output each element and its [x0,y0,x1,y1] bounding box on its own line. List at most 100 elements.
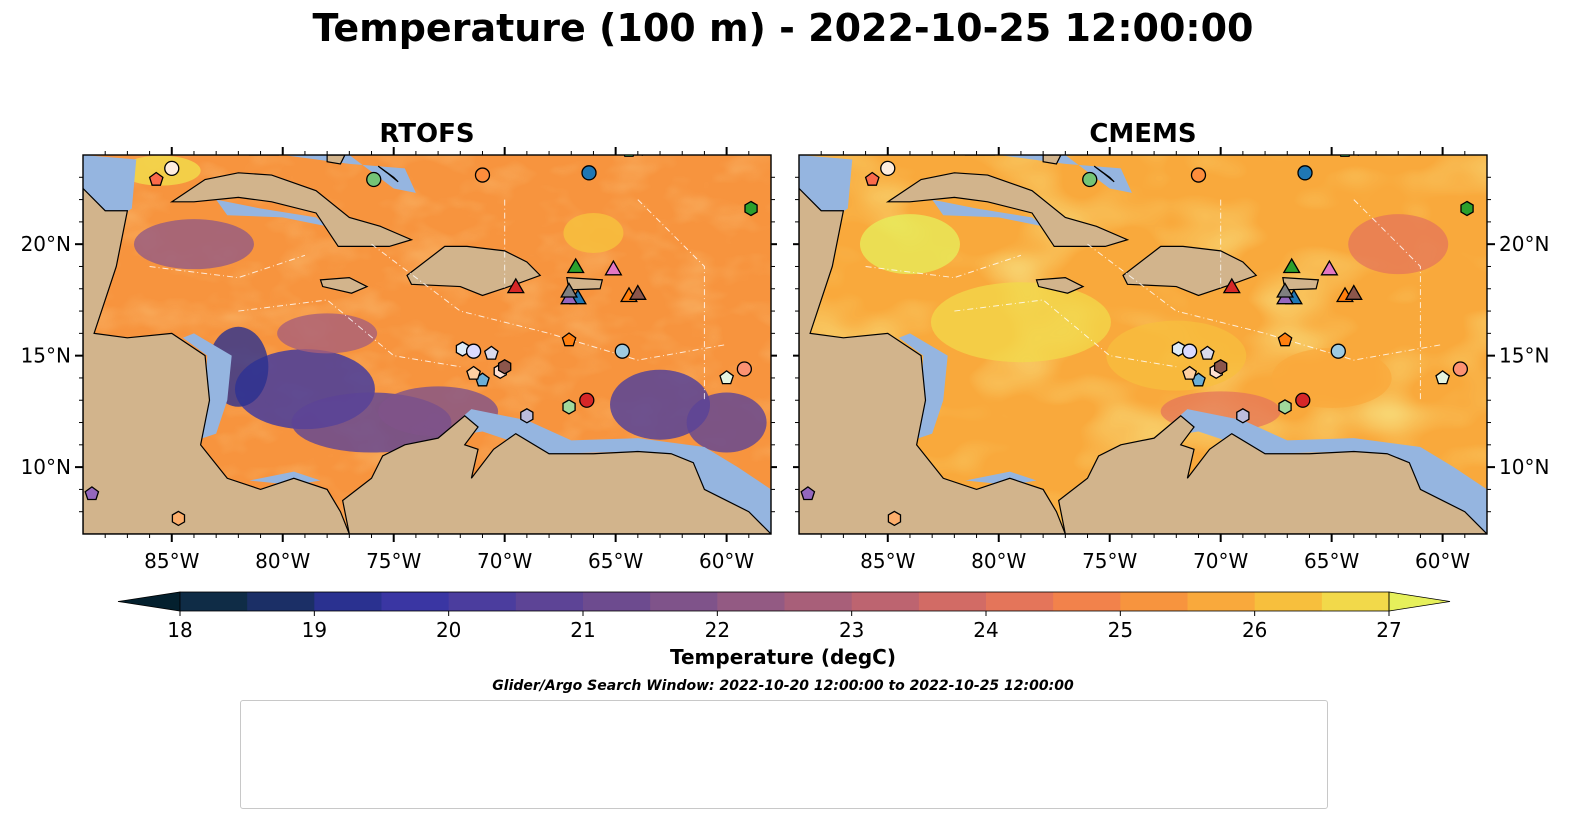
eez-boundary [637,199,705,401]
map-marker-5906339 [1452,361,1469,377]
warm-patch [930,282,1111,363]
lat-tick-label: 20°N [1499,232,1549,256]
legend-box [240,700,1328,809]
colorbar-tick-label: 18 [167,618,192,642]
land-mass [1042,155,1062,165]
colorbar: 18 19 20 21 22 23 24 25 26 27 [117,591,1451,642]
cold-eddy [277,313,378,354]
map-marker-6903137 [1213,359,1228,375]
colorbar-tick-label: 24 [973,618,998,642]
map-marker-SG665-20220623T1144 [1282,257,1301,274]
cold-eddy [686,392,767,453]
land-mass [169,172,414,248]
map-marker-4903629 [148,171,164,186]
map-marker-4902476 [171,510,186,527]
map-marker-5906478 [800,486,816,501]
colorbar-segment [583,592,651,611]
land-mass [248,155,280,156]
map-marker-3901861 [614,343,630,359]
map-marker-SG665-20220623T1144 [566,257,585,274]
map-panel-cmems: 85°W 80°W 75°W 70°W 65°W 60°W 20°N 15°N 10°N [793,137,1549,573]
eez-boundary [238,299,461,368]
map-marker-4903244 [744,200,758,217]
map-marker-4903227 [466,365,482,380]
colorbar-segment [448,592,517,611]
warm-patch [1106,320,1247,391]
map-marker-ng357-20220803T0000 [604,259,623,276]
colorbar-segment [247,592,315,611]
colorbar-segment [1321,592,1390,611]
eez-boundary [1087,243,1443,361]
map-marker-4903277 [1339,155,1351,157]
map-marker-1902314 [581,165,597,181]
legend-title: Glider/Argo Search Window: 2022-10-20 12… [492,678,1074,694]
map-marker-ng347-20220727T0000 [628,284,647,300]
land-mass [885,172,1130,248]
lat-tick-label: 20°N [21,232,71,256]
colorbar-tick-label: 23 [839,618,864,642]
warm-patch [1348,214,1449,275]
land-mass [377,165,399,183]
map-marker-4902113 [1190,167,1207,183]
map-marker-1902314 [1297,165,1313,181]
map-marker-4903333 [366,171,382,188]
land-mass [964,155,996,156]
map-marker-4903227 [1182,365,1198,380]
map-marker-4903237 [164,160,180,177]
map-marker-4903349 [1295,392,1311,408]
map-marker-4903244 [1460,200,1474,217]
colorbar-tick-label: 20 [436,618,461,642]
map-panel-rtofs: 85°W 80°W 75°W 70°W 65°W 60°W 20°N 15°N 10°N [21,139,777,573]
colorbar-segment [717,592,785,611]
map-marker-4903347 [1435,370,1451,385]
colorbar-extend-max [1388,591,1451,612]
colorbar-extend-min [117,591,181,612]
map-marker-5906478 [84,486,100,501]
map-marker-1902324 [1339,139,1351,153]
colorbar-segment [918,592,987,611]
lat-tick-label: 10°N [21,455,71,479]
colorbar-segment [1187,592,1256,611]
lat-tick-label: 15°N [21,344,71,368]
lon-tick-label: 60°W [1415,549,1470,573]
eez-boundary [865,254,1022,279]
eez-boundary [149,254,306,279]
colorbar-tick-label: 26 [1242,618,1267,642]
colorbar-tick-label: 27 [1376,618,1401,642]
map-marker-5906339 [736,361,753,377]
map-marker-5906480 [1269,137,1283,151]
cold-eddy [610,369,711,440]
lon-tick-label: 75°W [366,549,421,573]
land-mass [1122,245,1258,297]
colorbar-tick-label: 19 [302,618,327,642]
colorbar-segment [784,592,853,611]
map-marker-SG667-20220629T1254 [506,277,525,294]
map-marker-SG667-20220629T1254 [1222,277,1241,294]
map-marker-1902324 [623,139,635,153]
colorbar-segment [314,592,382,611]
colorbar-segment [381,592,450,611]
map-marker-4903237 [880,160,896,177]
eez-boundary [954,299,1177,368]
map-marker-4903629 [864,171,880,186]
shelf-area [932,199,1044,227]
lon-tick-label: 75°W [1082,549,1137,573]
colorbar-segment [1254,592,1323,611]
map-marker-4903333 [1082,171,1098,188]
map-frame [798,154,1488,535]
map-marker-6903134 [1236,408,1250,424]
map-marker-3902457 [1277,332,1293,347]
map-marker-ng347-20220727T0000 [1344,284,1363,300]
colorbar-tick-label: 21 [570,618,595,642]
map-marker-4903349 [579,392,595,408]
map-marker-4902476 [887,510,902,527]
colorbar-tick-label: 25 [1108,618,1133,642]
map-marker-ng597-20220907T0000 [560,282,579,298]
map-marker-6903135 [1199,345,1215,360]
lon-tick-label: 60°W [699,549,754,573]
map-marker-4903344 [562,399,576,415]
lon-tick-label: 65°W [1304,549,1359,573]
land-mass [799,187,1066,534]
colorbar-segment [515,592,584,611]
